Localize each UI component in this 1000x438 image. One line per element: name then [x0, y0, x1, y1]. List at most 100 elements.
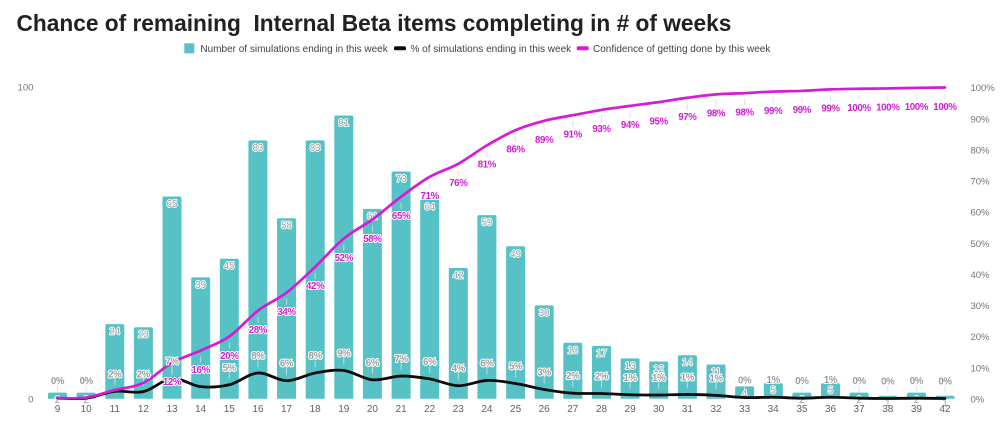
svg-text:39: 39: [911, 404, 923, 415]
svg-text:1%: 1%: [824, 375, 838, 386]
svg-text:100%: 100%: [847, 103, 871, 114]
svg-text:9%: 9%: [337, 349, 351, 360]
svg-text:27: 27: [567, 404, 579, 415]
svg-text:60%: 60%: [971, 208, 990, 219]
svg-text:28%: 28%: [249, 325, 268, 336]
svg-text:30%: 30%: [971, 301, 990, 312]
svg-text:65: 65: [167, 199, 178, 210]
svg-text:17: 17: [596, 348, 607, 359]
svg-text:20%: 20%: [220, 351, 239, 362]
svg-text:% of simulations ending in thi: % of simulations ending in this week: [411, 44, 573, 55]
svg-text:76%: 76%: [449, 178, 468, 189]
svg-text:65%: 65%: [392, 211, 411, 222]
svg-text:0%: 0%: [795, 376, 809, 387]
svg-text:34%: 34%: [277, 307, 296, 318]
svg-text:28: 28: [596, 404, 608, 415]
svg-text:42%: 42%: [306, 281, 325, 292]
svg-text:100%: 100%: [876, 103, 900, 114]
svg-text:23: 23: [138, 330, 149, 341]
svg-text:52%: 52%: [335, 253, 354, 264]
svg-text:16: 16: [252, 404, 264, 415]
svg-text:8%: 8%: [309, 351, 323, 362]
svg-text:36: 36: [825, 404, 837, 415]
svg-text:24: 24: [109, 327, 120, 338]
svg-text:6%: 6%: [423, 357, 437, 368]
svg-text:5: 5: [771, 386, 776, 397]
svg-text:42: 42: [939, 404, 951, 415]
svg-text:99%: 99%: [821, 104, 840, 115]
svg-text:14: 14: [682, 358, 693, 369]
svg-text:32: 32: [710, 404, 722, 415]
svg-text:89%: 89%: [535, 135, 554, 146]
svg-text:11: 11: [711, 367, 721, 378]
svg-text:5: 5: [828, 386, 833, 397]
svg-text:17: 17: [281, 404, 293, 415]
svg-text:16%: 16%: [192, 365, 211, 376]
svg-text:29: 29: [625, 404, 637, 415]
svg-text:37: 37: [854, 404, 866, 415]
svg-text:1%: 1%: [623, 373, 637, 384]
svg-text:58%: 58%: [363, 234, 382, 245]
svg-text:70%: 70%: [971, 177, 990, 188]
svg-text:93%: 93%: [592, 124, 611, 135]
svg-text:0: 0: [28, 394, 33, 405]
svg-text:19: 19: [338, 404, 350, 415]
svg-text:14: 14: [195, 404, 207, 415]
svg-text:2: 2: [83, 395, 88, 406]
svg-text:11: 11: [110, 404, 121, 415]
svg-text:4%: 4%: [452, 364, 466, 375]
svg-text:22: 22: [424, 404, 436, 415]
svg-text:2: 2: [856, 395, 861, 406]
svg-text:0%: 0%: [738, 376, 752, 387]
svg-text:20: 20: [367, 404, 379, 415]
svg-text:12: 12: [138, 404, 150, 415]
svg-text:34: 34: [768, 404, 780, 415]
svg-text:7%: 7%: [165, 357, 179, 368]
svg-text:38: 38: [882, 404, 894, 415]
svg-text:1: 1: [942, 398, 947, 409]
svg-text:23: 23: [453, 404, 465, 415]
svg-text:100%: 100%: [971, 83, 996, 94]
svg-text:18: 18: [310, 404, 322, 415]
svg-text:30: 30: [653, 404, 665, 415]
svg-text:45: 45: [224, 261, 235, 272]
svg-text:2%: 2%: [108, 369, 122, 380]
svg-text:1: 1: [885, 398, 890, 409]
svg-text:83: 83: [253, 143, 264, 154]
svg-text:20%: 20%: [971, 332, 990, 343]
svg-text:59: 59: [482, 218, 493, 229]
svg-text:2: 2: [799, 395, 804, 406]
svg-text:94%: 94%: [621, 120, 640, 131]
svg-text:0%: 0%: [51, 376, 65, 387]
svg-text:98%: 98%: [735, 107, 754, 118]
svg-text:49: 49: [510, 249, 521, 260]
svg-text:58: 58: [281, 221, 292, 232]
svg-text:40%: 40%: [971, 270, 990, 281]
svg-text:26: 26: [539, 404, 551, 415]
svg-text:3%: 3%: [538, 368, 552, 379]
svg-text:2: 2: [55, 395, 60, 406]
svg-text:0%: 0%: [910, 376, 924, 387]
svg-text:12%: 12%: [163, 377, 182, 388]
svg-text:86%: 86%: [506, 144, 525, 155]
svg-text:80%: 80%: [971, 146, 990, 157]
svg-text:39: 39: [195, 280, 206, 291]
svg-text:98%: 98%: [707, 109, 726, 120]
svg-text:95%: 95%: [650, 116, 669, 127]
svg-text:100%: 100%: [933, 102, 957, 113]
svg-text:71%: 71%: [421, 191, 440, 202]
svg-text:10: 10: [81, 404, 93, 415]
svg-text:21: 21: [396, 404, 408, 415]
svg-text:24: 24: [481, 404, 493, 415]
svg-text:25: 25: [510, 404, 522, 415]
svg-text:7%: 7%: [394, 354, 408, 365]
svg-text:13: 13: [166, 404, 178, 415]
svg-text:30: 30: [539, 308, 550, 319]
svg-text:18: 18: [567, 345, 578, 356]
svg-text:99%: 99%: [764, 106, 783, 117]
svg-text:5%: 5%: [223, 363, 237, 374]
svg-text:1%: 1%: [767, 375, 781, 386]
svg-text:6%: 6%: [366, 358, 380, 369]
svg-text:6%: 6%: [480, 358, 494, 369]
svg-text:83: 83: [310, 143, 321, 154]
